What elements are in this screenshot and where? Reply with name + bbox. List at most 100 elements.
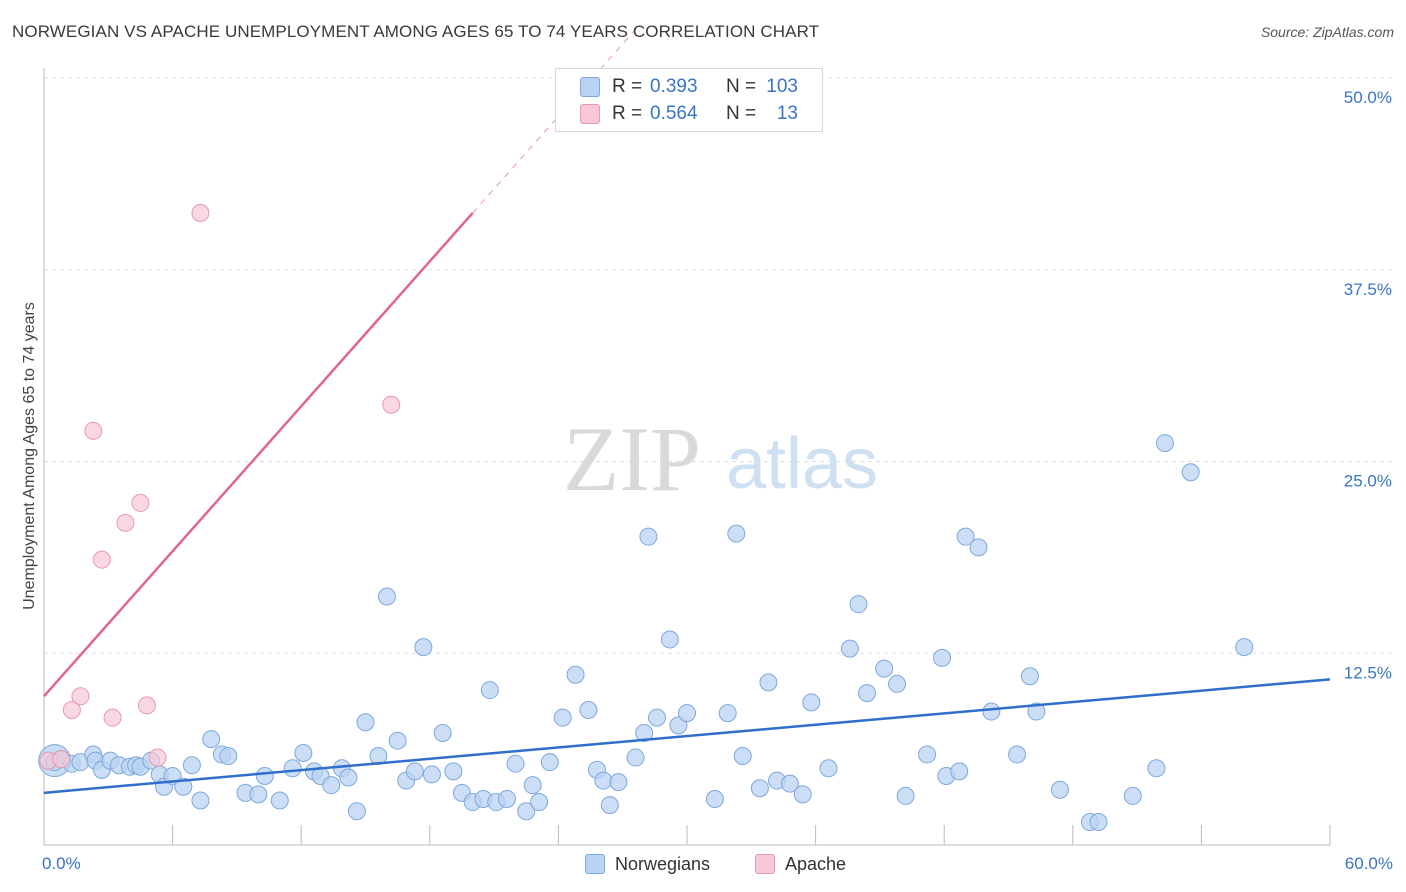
norwegian-point xyxy=(982,702,1001,721)
norwegian-point xyxy=(339,768,358,787)
norwegian-point xyxy=(1235,638,1254,657)
norwegian-point xyxy=(579,701,598,720)
norwegian-point xyxy=(1155,434,1174,453)
norwegian-point xyxy=(517,802,536,821)
norwegian-point xyxy=(802,693,821,712)
norwegian-point xyxy=(191,791,210,810)
x-tick-label: 0.0% xyxy=(42,854,81,873)
norwegian-point xyxy=(793,785,812,804)
norwegian-point xyxy=(705,789,724,808)
norwegian-point xyxy=(1181,463,1200,482)
n-value: 13 xyxy=(776,103,798,124)
legend-row-norwegians: R = 0.393 N = 103 xyxy=(580,75,798,99)
apache-point xyxy=(191,203,210,222)
legend-label-apache: Apache xyxy=(785,853,847,874)
norwegian-point xyxy=(875,659,894,678)
source-label: Source: ZipAtlas.com xyxy=(1260,24,1394,40)
apache-swatch xyxy=(580,104,600,124)
y-tick-label: 12.5% xyxy=(1344,663,1392,682)
n-value: 103 xyxy=(766,76,798,97)
y-axis-label: Unemployment Among Ages 65 to 74 years xyxy=(21,302,38,610)
apache-point xyxy=(52,750,71,769)
norwegian-point xyxy=(1050,780,1069,799)
norwegian-point xyxy=(896,786,915,805)
r-label: R = xyxy=(612,76,643,97)
norwegian-point xyxy=(1027,702,1046,721)
y-tick-label: 50.0% xyxy=(1344,88,1392,107)
norwegian-point xyxy=(444,762,463,781)
apache-point xyxy=(84,421,103,440)
norwegian-point xyxy=(950,762,969,781)
apache-point xyxy=(148,748,167,767)
norwegian-point xyxy=(639,527,658,546)
norwegian-point xyxy=(858,684,877,703)
norwegian-point xyxy=(647,708,666,727)
y-tick-label: 25.0% xyxy=(1344,472,1392,491)
norwegian-trend-line xyxy=(43,678,1331,795)
norwegian-point xyxy=(780,774,799,793)
n-label: N = xyxy=(726,76,757,97)
r-value: 0.393 xyxy=(650,76,698,97)
norwegian-point xyxy=(540,753,559,772)
norwegian-point xyxy=(377,587,396,606)
watermark: ZIP atlas xyxy=(563,408,878,510)
legend-label-norwegians: Norwegians xyxy=(615,853,711,874)
norwegian-point xyxy=(249,785,268,804)
norwegian-point xyxy=(1089,812,1108,831)
norwegian-point xyxy=(718,704,737,723)
apache-point xyxy=(103,708,122,727)
norwegian-point xyxy=(1008,745,1027,764)
norwegian-point xyxy=(750,779,769,798)
norwegian-point xyxy=(840,639,859,658)
norwegian-point xyxy=(669,716,688,735)
norwegian-point xyxy=(523,776,542,795)
norwegian-point xyxy=(635,724,654,743)
norwegian-point xyxy=(255,766,274,785)
norwegian-point xyxy=(506,754,525,773)
norwegian-point xyxy=(294,743,313,762)
norwegian-point xyxy=(553,708,572,727)
x-tick-label: 60.0% xyxy=(1345,854,1393,873)
gridlines xyxy=(44,77,1392,654)
norwegian-point xyxy=(405,762,424,781)
apache-point xyxy=(71,687,90,706)
norwegian-point xyxy=(600,796,619,815)
norwegian-point xyxy=(356,713,375,732)
r-value: 0.564 xyxy=(650,103,698,124)
norwegian-point xyxy=(433,724,452,743)
tick-labels: 12.5% 25.0% 37.5% 50.0% 0.0% 60.0% xyxy=(42,88,1393,873)
norwegian-point xyxy=(1123,786,1142,805)
apache-swatch xyxy=(755,854,775,874)
norwegian-point xyxy=(219,747,238,766)
norwegian-point xyxy=(283,759,302,778)
norwegian-point xyxy=(609,773,628,792)
apache-trend-line xyxy=(43,212,474,698)
apache-point xyxy=(92,550,111,569)
norwegian-point xyxy=(819,759,838,778)
watermark-zip: ZIP xyxy=(563,408,701,510)
norwegian-point xyxy=(933,648,952,667)
norwegian-point xyxy=(759,673,778,692)
norwegian-point xyxy=(918,745,937,764)
norwegian-point xyxy=(530,793,549,812)
watermark-atlas: atlas xyxy=(726,424,878,504)
legend-item-apache: Apache xyxy=(755,853,846,875)
norwegian-point xyxy=(422,765,441,784)
apache-point xyxy=(116,513,135,532)
norwegian-point xyxy=(594,771,613,790)
axes xyxy=(43,68,1331,846)
norwegian-point xyxy=(849,595,868,614)
norwegian-point xyxy=(626,748,645,767)
norwegian-point xyxy=(1020,667,1039,686)
r-label: R = xyxy=(612,103,643,124)
norwegian-point xyxy=(727,524,746,543)
norwegian-point xyxy=(322,776,341,795)
norwegian-point xyxy=(660,630,679,649)
apache-point xyxy=(62,701,81,720)
norwegian-point xyxy=(956,527,975,546)
trend-lines xyxy=(43,23,1331,795)
n-label: N = xyxy=(726,103,757,124)
norwegian-point xyxy=(678,704,696,723)
apache-point xyxy=(382,395,401,414)
